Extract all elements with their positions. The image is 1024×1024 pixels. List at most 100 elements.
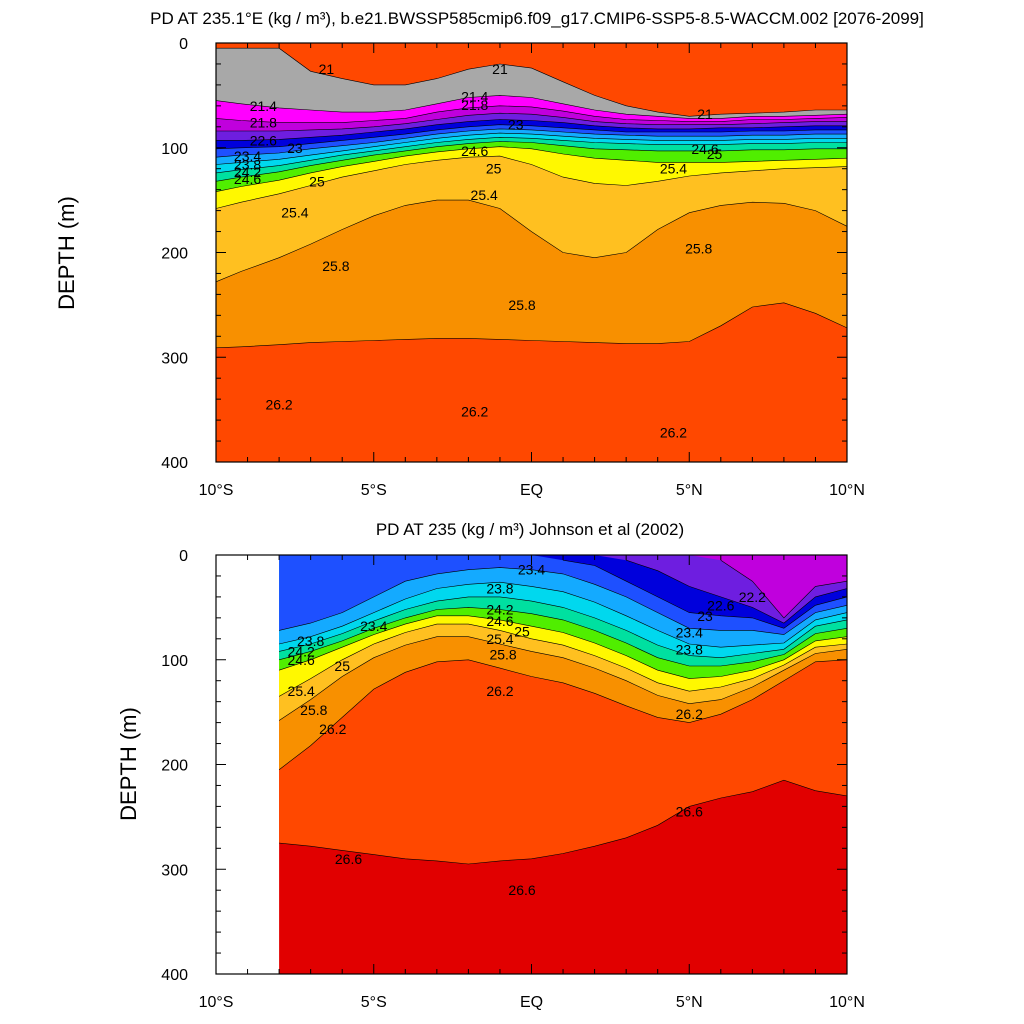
contour-line	[279, 581, 848, 648]
contour-line	[215, 95, 848, 119]
contour-label: 23.4	[518, 562, 545, 578]
y-axis-label: DEPTH (m)	[54, 196, 79, 310]
contour-band	[279, 555, 848, 618]
contour-line	[216, 47, 847, 117]
contour-label: 24.6	[461, 143, 488, 159]
contour-line	[626, 559, 848, 624]
contour-label: 21.8	[250, 115, 277, 131]
contour-label: 24.6	[691, 141, 718, 157]
contour-label: 25.8	[489, 647, 516, 663]
contour-plot-area	[278, 555, 848, 974]
contour-label: 23	[508, 117, 524, 133]
y-tick-label: 0	[179, 36, 188, 53]
contour-label: 21.4	[461, 88, 488, 104]
y-tick-label: 400	[161, 967, 188, 984]
contour-line	[215, 146, 848, 192]
contour-line	[720, 559, 848, 619]
x-tick-label: 5°S	[361, 482, 387, 499]
contour-label: 26.2	[265, 396, 292, 412]
y-tick-label: 300	[161, 350, 188, 367]
contour-label: 26.2	[660, 425, 687, 441]
contour-label: 23.8	[234, 157, 261, 173]
contour-label: 22.6	[250, 132, 277, 148]
contour-label: 25.4	[486, 631, 513, 647]
contour-line	[279, 607, 848, 667]
y-tick-label: 200	[161, 758, 188, 775]
contour-line	[215, 155, 848, 209]
contour-line	[215, 136, 847, 174]
contour-label: 25.8	[685, 240, 712, 256]
contour-label: 25.8	[508, 297, 535, 313]
contour-band	[279, 555, 848, 624]
contour-label: 26.6	[676, 804, 703, 820]
contour-line	[278, 636, 848, 721]
contour-label: 25	[514, 623, 530, 639]
contour-label: 22.6	[707, 597, 734, 613]
contour-label: 23	[697, 608, 713, 624]
contour-label: 26.6	[508, 882, 535, 898]
contour-label: 21	[492, 61, 508, 77]
contour-label: 25.4	[471, 187, 498, 203]
contour-label: 23.4	[676, 625, 703, 641]
contour-label: 21.4	[250, 98, 277, 114]
contour-label: 24.6	[288, 652, 315, 668]
contour-label: 24.2	[234, 164, 261, 180]
x-tick-label: 10°N	[829, 482, 865, 499]
contour-label: 25	[334, 658, 350, 674]
contour-line	[215, 124, 847, 150]
contour-label: 23.4	[234, 148, 261, 164]
contour-label: 23.8	[676, 641, 703, 657]
contour-label: 24.2	[288, 643, 315, 659]
x-tick-label: 5°N	[676, 482, 703, 499]
panel-bottom: PD AT 235 (kg / m³) Johnson et al (2002)…	[116, 520, 865, 1011]
x-tick-label: 10°S	[199, 994, 234, 1011]
contour-label: 23.8	[297, 633, 324, 649]
contour-label: 26.6	[335, 851, 362, 867]
contour-label: 25.4	[660, 161, 687, 177]
contour-label: 25.4	[288, 683, 315, 699]
contour-line	[278, 623, 848, 697]
contour-line	[279, 596, 848, 659]
contour-label: 25	[707, 146, 723, 162]
contour-line	[215, 128, 847, 158]
contour-label: 21	[319, 61, 335, 77]
contour-line	[278, 659, 848, 770]
contour-band	[216, 48, 847, 119]
axes: 10°S 5°S EQ 5°N 10°N 0 100 200 300 400	[161, 36, 865, 499]
y-tick-label: 100	[161, 653, 188, 670]
contour-line	[215, 302, 848, 349]
x-tick-label: 5°S	[361, 994, 387, 1011]
contour-line	[562, 559, 848, 629]
x-tick-label: 10°S	[199, 482, 234, 499]
contour-line	[279, 615, 848, 679]
contour-line	[216, 119, 847, 141]
x-tick-label: EQ	[520, 482, 543, 499]
y-tick-label: 100	[161, 141, 188, 158]
contour-label: 25.8	[300, 702, 327, 718]
contour-label: 24.2	[486, 601, 513, 617]
y-tick-label: 0	[179, 548, 188, 565]
y-tick-label: 200	[161, 246, 188, 263]
contour-label: 21.8	[461, 97, 488, 113]
contour-line	[216, 112, 847, 132]
contour-line	[215, 105, 848, 123]
contour-line	[215, 141, 847, 182]
contour-label: 26.2	[461, 404, 488, 420]
contour-label: 25.4	[281, 205, 308, 221]
contour-label: 26.2	[676, 706, 703, 722]
contour-label: 24.6	[234, 171, 261, 187]
chart-title: PD AT 235.1°E (kg / m³), b.e21.BWSSP585c…	[150, 9, 924, 28]
contour-plot-area	[215, 43, 848, 462]
contour-label: 26.2	[319, 721, 346, 737]
contour-label: 22.2	[739, 589, 766, 605]
contour-label: 25	[486, 161, 502, 177]
contour-labels: 23.423.423.423.823.823.824.224.224.624.6…	[288, 562, 767, 899]
panel-top: PD AT 235.1°E (kg / m³), b.e21.BWSSP585c…	[54, 9, 924, 499]
x-tick-label: 5°N	[676, 994, 703, 1011]
contour-label: 21	[697, 106, 713, 122]
x-tick-label: EQ	[520, 994, 543, 1011]
contour-line	[215, 132, 847, 165]
contour-label: 24.6	[486, 613, 513, 629]
contour-line	[279, 779, 848, 865]
